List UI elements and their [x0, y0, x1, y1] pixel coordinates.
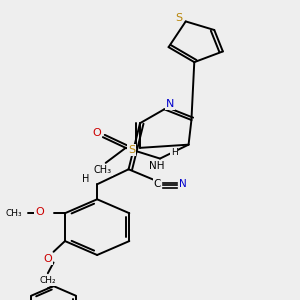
Text: S: S — [128, 145, 135, 155]
Text: H: H — [82, 174, 89, 184]
Text: NH: NH — [149, 161, 165, 171]
Text: O: O — [35, 207, 44, 217]
Text: O: O — [93, 128, 101, 138]
Text: S: S — [175, 13, 182, 23]
Text: CH₂: CH₂ — [40, 276, 56, 285]
Text: CH₃: CH₃ — [5, 209, 22, 218]
Text: N: N — [179, 179, 187, 189]
Text: C: C — [154, 179, 161, 189]
Text: O: O — [44, 254, 52, 264]
Text: N: N — [166, 99, 174, 109]
Text: CH₃: CH₃ — [94, 165, 112, 176]
Text: H: H — [171, 148, 178, 157]
